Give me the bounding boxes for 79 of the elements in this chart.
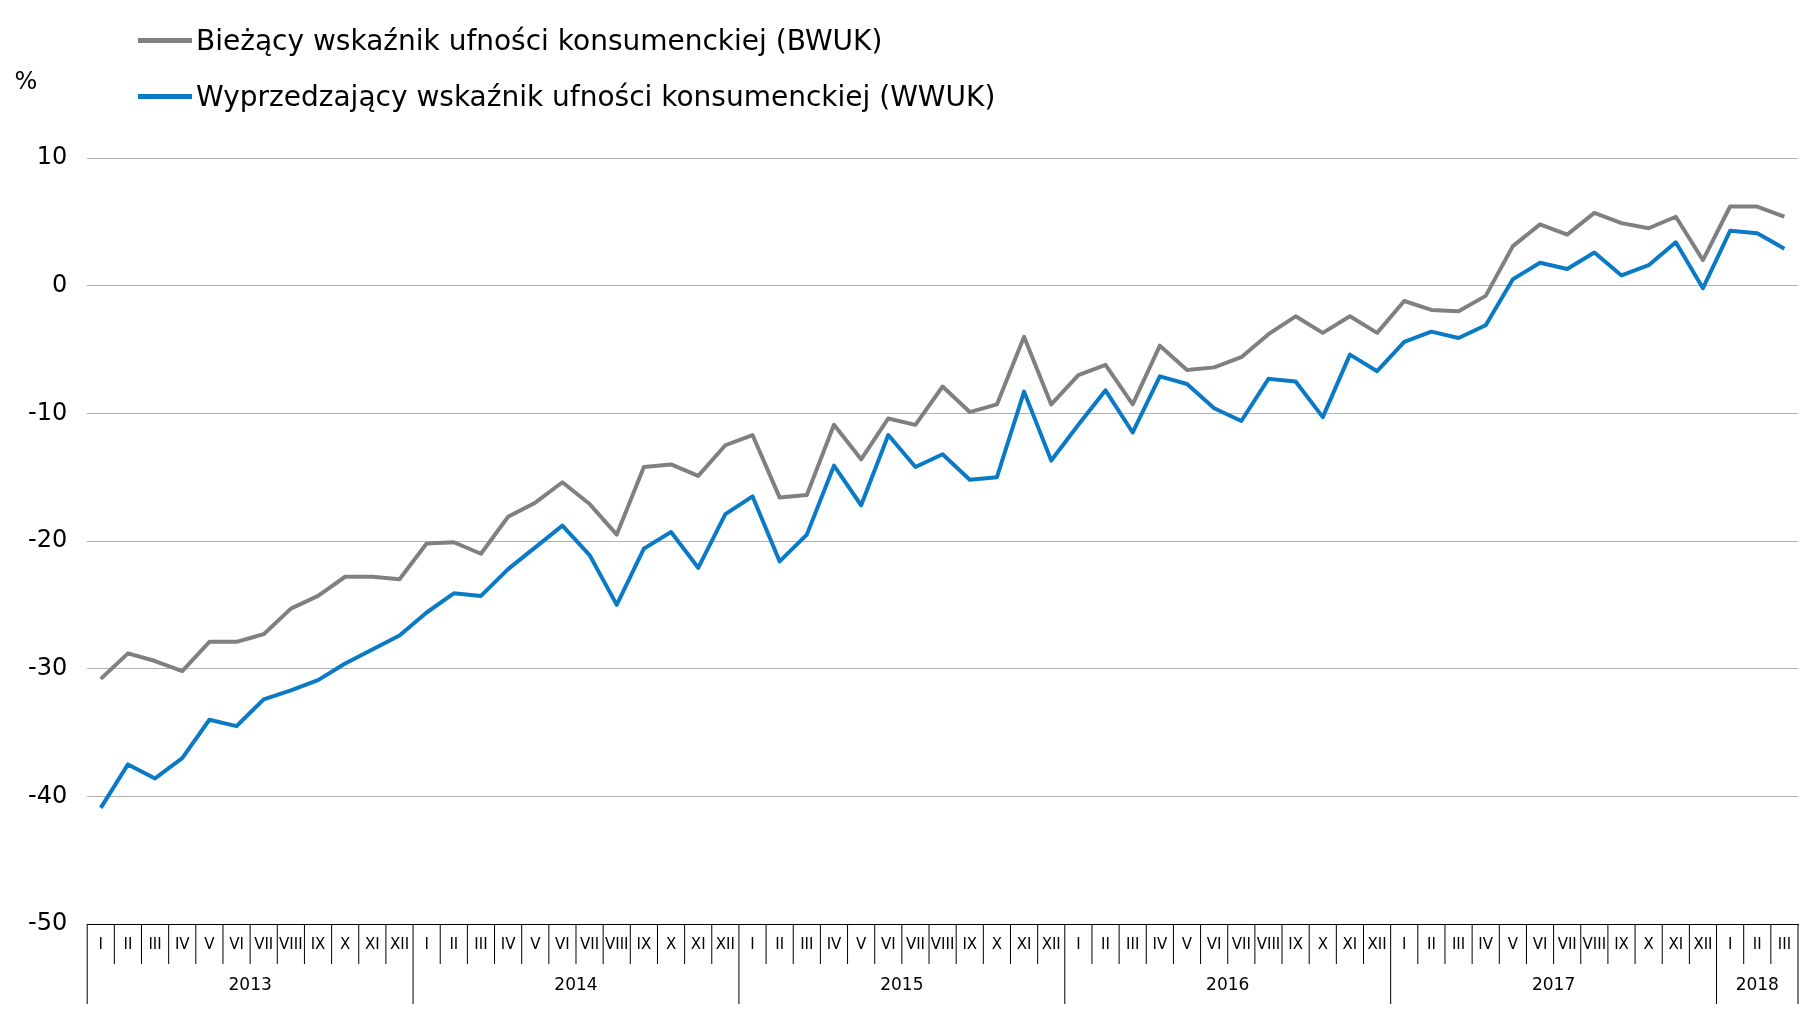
- x-tick-label: II: [775, 934, 785, 953]
- x-tick-label: XII: [389, 934, 410, 953]
- x-tick-label: VI: [1532, 934, 1548, 953]
- x-tick-label: I: [424, 934, 429, 953]
- x-tick-label: II: [1101, 934, 1110, 953]
- text: 2015: [880, 974, 924, 995]
- x-tick-label: VIII: [1256, 934, 1281, 953]
- x-tick-label: XI: [1016, 934, 1032, 953]
- x-tick-label: X: [340, 934, 351, 953]
- x-tick-label: IV: [174, 934, 191, 953]
- y-tick-label: -40: [28, 780, 68, 809]
- x-tick-label: II: [1752, 934, 1762, 953]
- x-tick-label: I: [98, 934, 103, 953]
- x-tick-label: X: [991, 934, 1003, 953]
- x-tick-label: VI: [1206, 934, 1222, 953]
- x-tick-label: X: [665, 934, 677, 953]
- x-tick-label: VIII: [604, 934, 629, 953]
- text: 2017: [1531, 974, 1576, 995]
- x-tick-label: V: [856, 934, 867, 953]
- x-tick-label: VI: [229, 934, 244, 953]
- x-tick-label: III: [1451, 934, 1466, 953]
- x-tick-label: V: [530, 934, 542, 953]
- legend-label: Wyprzedzający wskaźnik ufności konsumenckiej (WWUK): [196, 79, 996, 113]
- text: 2016: [1206, 974, 1250, 995]
- y-tick-label: 0: [51, 269, 68, 298]
- x-tick-label: VI: [555, 934, 570, 953]
- x-tick-label: VII: [1231, 934, 1251, 953]
- x-tick-label: II: [123, 934, 133, 953]
- x-tick-label: VI: [880, 934, 896, 953]
- x-tick-label: XI: [364, 934, 380, 953]
- x-tick-label: III: [1126, 934, 1140, 953]
- x-tick-label: IX: [962, 934, 978, 953]
- y-tick-label: -30: [28, 652, 68, 681]
- x-tick-label: VII: [254, 934, 274, 953]
- x-tick-label: IX: [1288, 934, 1303, 953]
- x-tick-label: IV: [826, 934, 843, 953]
- y-tick-label: -10: [28, 397, 68, 426]
- x-tick-label: VII: [905, 934, 925, 953]
- y-axis-title: %: [14, 67, 38, 96]
- x-tick-label: XI: [1342, 934, 1358, 953]
- x-tick-label: X: [1643, 934, 1654, 953]
- x-tick-label: I: [1402, 934, 1407, 953]
- x-tick-label: VII: [1557, 934, 1577, 953]
- x-tick-label: III: [800, 934, 814, 953]
- x-tick-label: XII: [1367, 934, 1387, 953]
- x-tick-label: IX: [636, 934, 652, 953]
- x-tick-label: II: [1426, 934, 1436, 953]
- y-tick-label: 10: [36, 142, 68, 171]
- x-tick-label: XII: [1041, 934, 1061, 953]
- x-tick-label: X: [1317, 934, 1328, 953]
- x-tick-label: XII: [1693, 934, 1713, 953]
- x-tick-label: XI: [690, 934, 706, 953]
- x-tick-label: V: [1507, 934, 1519, 953]
- x-tick-label: V: [1181, 934, 1193, 953]
- x-tick-label: XII: [715, 934, 735, 953]
- x-tick-label: VIII: [279, 934, 303, 953]
- x-tick-label: VIII: [1582, 934, 1607, 953]
- x-tick-label: IX: [310, 934, 326, 953]
- x-tick-label: XI: [1668, 934, 1684, 953]
- text: 2013: [228, 974, 272, 995]
- text: 2018: [1735, 974, 1779, 995]
- y-tick-label: -50: [28, 908, 68, 937]
- x-tick-label: II: [449, 934, 459, 953]
- x-tick-label: I: [1727, 934, 1733, 953]
- x-tick-label: III: [148, 934, 162, 953]
- text: 2014: [554, 974, 598, 995]
- x-tick-label: IV: [1152, 934, 1168, 953]
- y-tick-label: -20: [28, 525, 68, 554]
- x-tick-label: V: [204, 934, 216, 953]
- x-tick-label: I: [1076, 934, 1081, 953]
- x-tick-label: VIII: [930, 934, 955, 953]
- x-tick-label: VII: [580, 934, 600, 953]
- legend-label: Bieżący wskaźnik ufności konsumenckiej (BWUK): [196, 23, 883, 57]
- x-tick-label: III: [474, 934, 488, 953]
- x-tick-label: III: [1777, 934, 1792, 953]
- x-tick-label: IX: [1614, 934, 1629, 953]
- x-tick-label: I: [750, 934, 755, 953]
- x-tick-label: IV: [500, 934, 517, 953]
- x-tick-label: IV: [1478, 934, 1494, 953]
